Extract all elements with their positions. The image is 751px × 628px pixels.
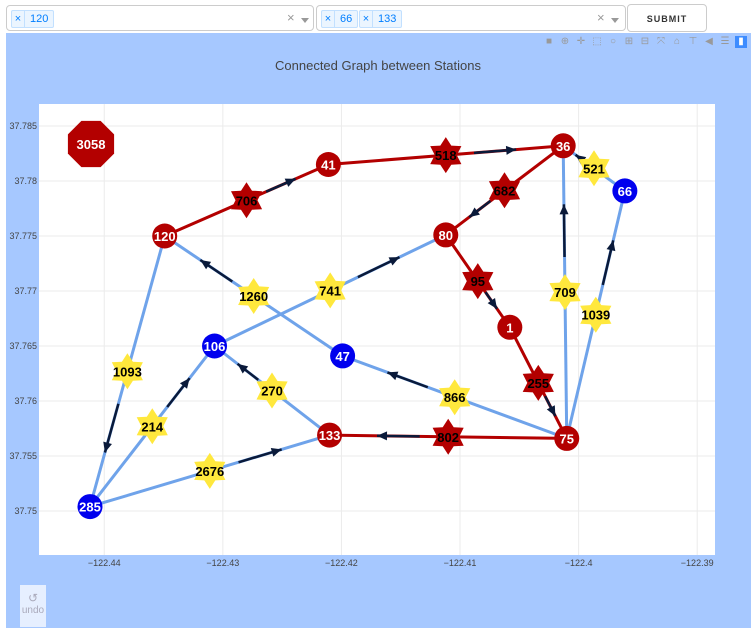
tag-value: 120 — [30, 13, 49, 25]
selected-tag: × 66 — [321, 10, 359, 28]
plotly-logo-icon[interactable]: ▮ — [735, 36, 747, 48]
hover-compare-icon[interactable]: ☰ — [720, 36, 730, 47]
selected-tag: × 120 — [11, 10, 55, 28]
home-icon[interactable]: ⌂ — [673, 36, 681, 47]
chevron-down-icon[interactable] — [611, 18, 619, 23]
graph-panel — [6, 33, 751, 628]
controls-bar: × 120 × × 66 × 133 × SUBMIT — [0, 0, 751, 33]
source-station-select[interactable]: × 120 × — [6, 5, 314, 31]
clear-icon[interactable]: × — [597, 10, 605, 25]
box-select-icon[interactable]: ⬚ — [592, 36, 602, 47]
remove-tag-icon[interactable]: × — [322, 11, 335, 27]
plot-modebar: ■ ⊕ ✛ ⬚ ○ ⊞ ⊟ ⤧ ⌂ ⊤ ◀ ☰ ▮ — [543, 36, 747, 50]
hover-closest-icon[interactable]: ◀ — [705, 36, 713, 47]
selected-tag: × 133 — [359, 10, 403, 28]
lasso-icon[interactable]: ○ — [609, 36, 617, 47]
spike-icon[interactable]: ⊤ — [688, 36, 698, 47]
camera-icon[interactable]: ■ — [545, 36, 553, 47]
tag-value: 66 — [340, 13, 353, 25]
zoom-icon[interactable]: ⊕ — [560, 36, 570, 47]
zoom-in-icon[interactable]: ⊞ — [624, 36, 634, 47]
target-station-select[interactable]: × 66 × 133 × — [316, 5, 626, 31]
submit-button[interactable]: SUBMIT — [627, 4, 707, 32]
chevron-down-icon[interactable] — [301, 18, 309, 23]
undo-label: undo — [21, 605, 45, 616]
remove-tag-icon[interactable]: × — [12, 11, 25, 27]
remove-tag-icon[interactable]: × — [360, 11, 373, 27]
pan-icon[interactable]: ✛ — [576, 36, 586, 47]
zoom-out-icon[interactable]: ⊟ — [640, 36, 650, 47]
autoscale-icon[interactable]: ⤧ — [657, 36, 665, 47]
tag-value: 133 — [378, 13, 397, 25]
clear-icon[interactable]: × — [287, 10, 295, 25]
undo-button[interactable]: ↺ undo — [20, 585, 46, 627]
undo-icon: ↺ — [27, 591, 39, 605]
